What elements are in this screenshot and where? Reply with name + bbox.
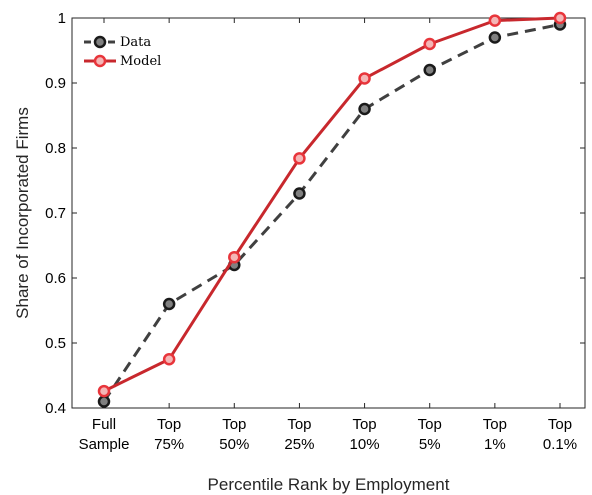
y-tick-label: 1 [58,10,66,27]
data-point-data [293,187,306,200]
y-tick-label: 0.9 [45,75,66,92]
x-tick-label: Top 1% [483,416,507,453]
series-line-model [103,16,561,393]
x-tick-label-line: 50% [219,436,249,453]
series-line-data [102,23,561,403]
x-tick-label-line: 5% [419,436,441,453]
plot-axes: 0.4 0.5 0.6 0.7 0.8 0.9 1 Full Sample Top 75% Top 50… [45,10,586,453]
x-tick-label: Top 0.1% [543,416,577,453]
legend: Data Model [84,35,161,69]
legend-label: Data [120,35,151,50]
data-point-data [423,63,436,77]
x-tick-label: Top 5% [418,416,442,453]
legend-marker [93,54,107,68]
axis-labels: Percentile Rank by Employment Share of I… [13,107,450,494]
series-model [97,11,567,398]
x-tick-label-line: Top [483,416,507,433]
series-layer [97,11,567,408]
x-tick-label-line: Full [92,416,116,433]
y-tick-label: 0.5 [45,335,66,352]
x-tick-label-line: Top [418,416,442,433]
x-tick-label-line: 0.1% [543,436,577,453]
data-point-model [423,37,436,51]
y-tick-label: 0.6 [45,270,66,287]
x-tick-label: Top 25% [284,416,314,453]
data-point-model [553,11,567,25]
x-tick-label-line: Top [222,416,246,433]
legend-label: Model [120,54,161,69]
x-tick-label-line: 10% [350,436,380,453]
data-point-model [358,72,371,85]
x-tick-label: Top 10% [350,416,380,453]
data-point-model [228,250,241,264]
x-tick-label: Top 50% [219,416,249,453]
data-point-data [162,297,176,311]
legend-marker [93,35,107,49]
data-point-model [97,384,111,398]
x-tick-label-line: 25% [284,436,314,453]
x-tick-label: Top 75% [154,416,184,453]
x-tick-label-line: Top [287,416,311,433]
y-tick-label: 0.8 [45,140,66,157]
data-point-data [488,31,502,44]
data-point-data [358,102,371,116]
x-tick-label-line: Top [157,416,181,433]
legend-item-data: Data [84,35,151,50]
legend-item-model: Model [84,54,161,69]
x-tick-label: Full Sample [79,416,130,453]
x-tick-label-line: Top [352,416,376,433]
data-point-model [162,353,176,366]
data-point-model [488,14,502,27]
x-tick-label-line: 75% [154,436,184,453]
y-tick-label: 0.7 [45,205,66,222]
data-point-data [97,395,111,408]
x-axis-label: Percentile Rank by Employment [208,475,450,494]
x-tick-label-line: Top [548,416,572,433]
y-tick-label: 0.4 [45,400,66,417]
series-data [97,18,567,408]
plot-frame [71,17,586,409]
x-tick-label-line: Sample [79,436,130,453]
data-point-model [293,152,306,165]
x-tick-label-line: 1% [484,436,506,453]
y-axis-label: Share of Incorporated Firms [13,107,32,319]
